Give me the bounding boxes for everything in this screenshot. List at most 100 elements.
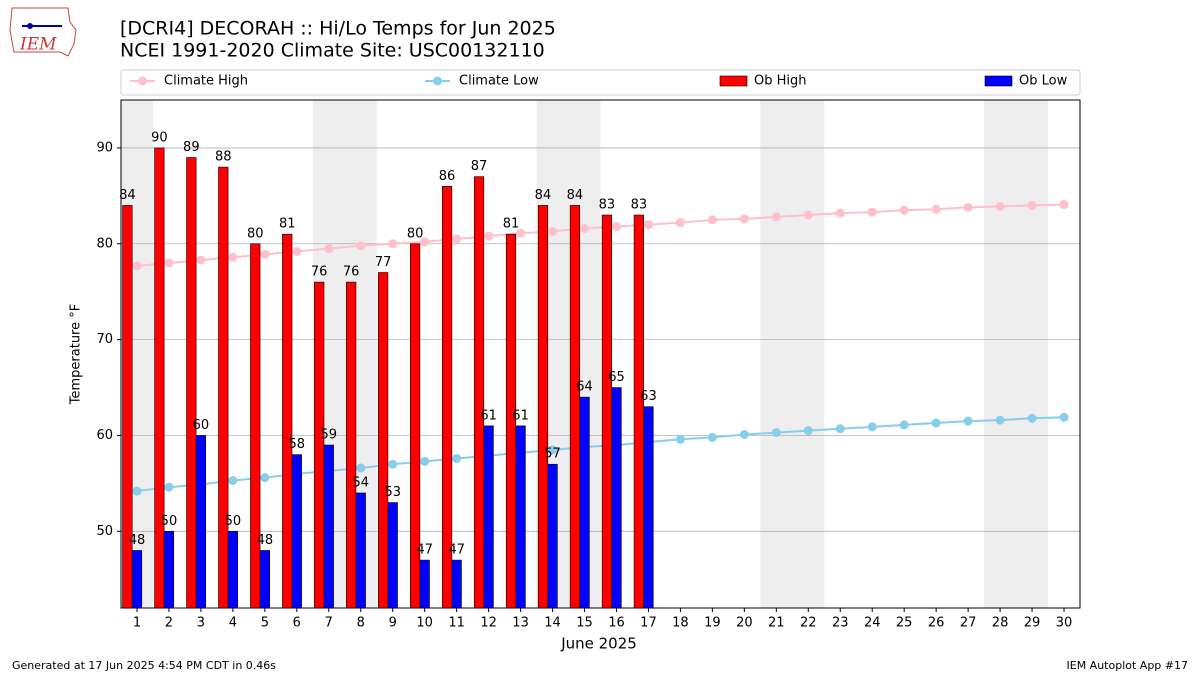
value-label: 50: [225, 514, 242, 529]
bar: [282, 233, 293, 609]
x-axis-label: June 2025: [560, 635, 637, 653]
value-label: 65: [608, 370, 625, 385]
value-label: 47: [448, 543, 465, 558]
value-label: 64: [576, 380, 593, 395]
climate-marker: [899, 420, 909, 430]
value-label: 76: [311, 265, 328, 280]
value-label: 57: [544, 447, 561, 462]
bar: [643, 406, 654, 609]
x-tick-label: 5: [261, 616, 269, 631]
y-tick-label: 90: [96, 140, 113, 155]
x-tick-label: 20: [736, 616, 753, 631]
bar: [633, 214, 644, 609]
value-label: 54: [352, 475, 369, 490]
climate-marker: [452, 453, 462, 463]
bar: [227, 531, 238, 609]
footer-left: Generated at 17 Jun 2025 4:54 PM CDT in …: [12, 659, 276, 672]
climate-marker: [931, 204, 941, 214]
value-label: 61: [480, 408, 497, 423]
value-label: 76: [343, 265, 360, 280]
climate-marker: [548, 226, 558, 236]
climate-marker: [835, 424, 845, 434]
climate-marker: [356, 241, 366, 251]
x-tick-label: 25: [896, 616, 913, 631]
climate-marker: [548, 445, 558, 455]
bar: [537, 205, 549, 609]
x-tick-label: 15: [576, 616, 593, 631]
value-label: 59: [321, 428, 338, 443]
bar: [515, 425, 526, 609]
climate-marker: [931, 418, 941, 428]
bar: [314, 281, 325, 609]
x-tick-label: 13: [512, 616, 529, 631]
x-tick-label: 4: [229, 616, 237, 631]
x-tick-label: 6: [293, 616, 301, 631]
bar: [547, 463, 558, 609]
climate-marker: [995, 201, 1005, 211]
legend-swatch: [984, 75, 1013, 87]
bar: [451, 559, 462, 609]
bar: [378, 272, 389, 609]
climate-marker: [484, 231, 494, 241]
x-tick-label: 21: [768, 616, 785, 631]
x-tick-label: 23: [832, 616, 849, 631]
climate-marker: [516, 228, 526, 238]
bar: [291, 454, 302, 609]
weekend-shade: [792, 100, 825, 608]
chart-subtitle: NCEI 1991-2020 Climate Site: USC00132110: [120, 40, 545, 62]
value-label: 58: [289, 437, 306, 452]
climate-marker: [260, 249, 270, 259]
x-tick-label: 16: [608, 616, 625, 631]
climate-marker: [164, 258, 174, 268]
climate-marker: [420, 456, 430, 466]
legend-label: Ob Low: [1019, 74, 1068, 89]
value-label: 81: [279, 217, 296, 232]
chart-title: [DCRI4] DECORAH :: Hi/Lo Temps for Jun 2…: [120, 18, 556, 40]
x-tick-label: 7: [325, 616, 333, 631]
x-tick-label: 2: [165, 616, 173, 631]
climate-marker: [228, 252, 238, 262]
legend-marker: [138, 76, 147, 86]
y-tick-label: 80: [96, 236, 113, 251]
value-label: 50: [161, 514, 178, 529]
value-label: 89: [183, 140, 200, 155]
climate-marker: [771, 212, 781, 222]
climate-marker: [707, 432, 717, 442]
climate-marker: [388, 459, 398, 469]
x-tick-label: 14: [544, 616, 561, 631]
y-tick-label: 60: [96, 428, 113, 443]
climate-marker: [675, 218, 685, 228]
bar: [131, 550, 143, 609]
legend-swatch: [719, 75, 748, 87]
bar: [473, 176, 485, 609]
climate-marker: [580, 223, 590, 233]
x-tick-label: 3: [197, 616, 205, 631]
value-label: 61: [512, 408, 529, 423]
bar: [163, 531, 175, 609]
climate-marker: [675, 434, 685, 444]
value-label: 53: [384, 485, 401, 500]
y-tick-label: 50: [96, 524, 113, 539]
bar: [579, 396, 590, 609]
bar: [250, 243, 261, 609]
value-label: 48: [257, 533, 274, 548]
bar: [218, 166, 229, 609]
value-label: 77: [375, 255, 392, 270]
x-tick-label: 29: [1024, 616, 1041, 631]
weekend-shade: [1016, 100, 1049, 608]
climate-marker: [803, 426, 813, 436]
climate-marker: [995, 415, 1005, 425]
climate-marker: [867, 422, 877, 432]
climate-marker: [420, 237, 430, 247]
climate-marker: [1027, 413, 1037, 423]
bar: [419, 559, 430, 609]
climate-marker: [228, 476, 238, 486]
climate-marker: [1059, 412, 1069, 422]
climate-marker: [963, 202, 973, 212]
value-label: 90: [151, 130, 168, 145]
y-axis-label: Temperature °F: [69, 304, 84, 405]
value-label: 80: [407, 226, 424, 241]
value-label: 60: [193, 418, 210, 433]
x-tick-label: 28: [992, 616, 1009, 631]
